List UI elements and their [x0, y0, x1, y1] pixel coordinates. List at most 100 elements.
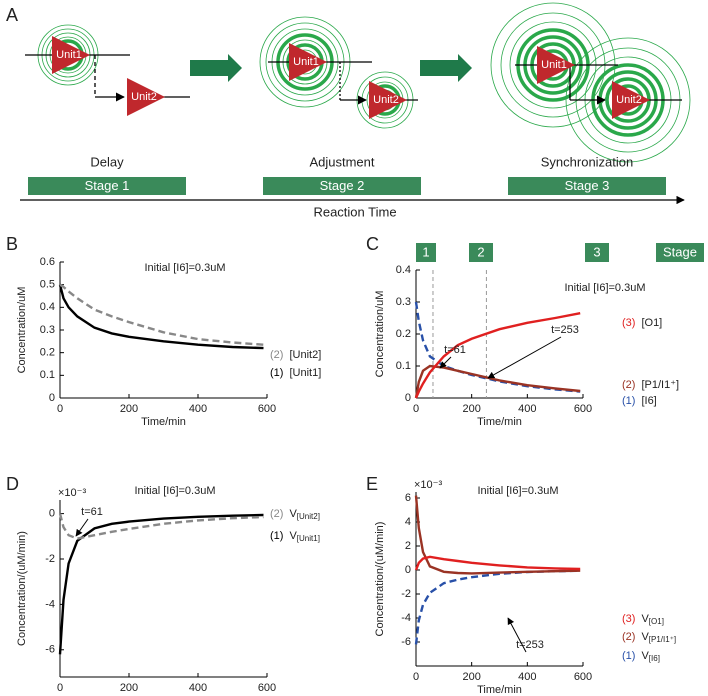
- legend-name: V: [641, 650, 649, 662]
- unit-label: Unit2: [373, 94, 399, 106]
- y-tick-label: -4: [45, 598, 55, 610]
- stage-box: [508, 177, 666, 195]
- legend-entry: (1) [Unit1]: [270, 367, 321, 379]
- y-tick-label: -6: [401, 636, 411, 648]
- x-tick-label: 600: [258, 682, 276, 694]
- series-line: [414, 569, 581, 645]
- y-tick-label: 0: [405, 392, 411, 404]
- y-tick-label: 0.3: [396, 296, 411, 308]
- panel-letter: C: [366, 234, 379, 254]
- x-tick-label: 400: [518, 671, 536, 683]
- legend-name: [Unit2]: [289, 349, 321, 361]
- legend-name: [P1/I1⁺]: [641, 379, 679, 391]
- legend-name: V: [289, 508, 297, 520]
- x-tick-label: 600: [574, 403, 592, 415]
- unit-triangle: [52, 36, 90, 74]
- unit-label: Unit1: [541, 59, 567, 71]
- annotation: Initial [I6]=0.3uM: [134, 485, 215, 497]
- annotation: t=253: [551, 324, 579, 336]
- legend-subscript: [Unit1]: [297, 534, 320, 543]
- x-tick-label: 600: [574, 671, 592, 683]
- series-line: [414, 312, 581, 399]
- x-tick-label: 200: [120, 682, 138, 694]
- legend-entry: (2) [Unit2]: [270, 349, 321, 361]
- legend-index: (1): [270, 530, 283, 542]
- panel-letter: A: [6, 5, 18, 25]
- legend-entry: (3) V[O1]: [622, 613, 664, 626]
- legend-index: (1): [270, 367, 283, 379]
- legend-index: (2): [270, 508, 283, 520]
- stage-box-label: Stage 1: [85, 178, 130, 193]
- y-axis-label: Concentration/uM: [374, 291, 386, 378]
- series-line: [414, 555, 581, 571]
- annotation-arrow: [439, 356, 452, 369]
- series-line: [414, 364, 581, 399]
- x-axis-label: Time/min: [141, 695, 186, 696]
- series-line: [414, 495, 581, 575]
- x-tick-label: 400: [189, 403, 207, 415]
- y-tick-label: 0.5: [40, 279, 55, 291]
- x-tick-label: 200: [120, 403, 138, 415]
- y-tick-label: 0.2: [396, 328, 411, 340]
- legend-name: [I6]: [641, 395, 656, 407]
- legend-entry: (1) V[I6]: [622, 650, 660, 663]
- x-tick-label: 200: [462, 671, 480, 683]
- panel-letter: D: [6, 474, 19, 494]
- series-line: [59, 283, 264, 346]
- panel-letter: E: [366, 474, 378, 494]
- annotation-arrow: [507, 617, 527, 653]
- panel-a: A Reaction Time Unit1 Unit2 Unit1 Unit2 Unit…: [6, 2, 691, 219]
- annotation: Initial [I6]=0.3uM: [477, 485, 558, 497]
- series-line: [58, 284, 264, 350]
- unit-label: Unit1: [293, 56, 319, 68]
- stage-label: 2: [477, 244, 484, 259]
- y-tick-label: 0.4: [396, 264, 411, 276]
- stage-label: 3: [593, 244, 600, 259]
- x-tick-label: 400: [189, 682, 207, 694]
- annotation: t=61: [81, 506, 103, 518]
- legend-index: (1): [622, 650, 635, 662]
- stage-name: Delay: [90, 154, 124, 169]
- y-tick-label: 0.1: [396, 360, 411, 372]
- unit-triangle: [289, 43, 327, 81]
- legend-entry: (1) [I6]: [622, 395, 657, 407]
- x-axis-label: Time/min: [141, 416, 186, 428]
- legend-name: [O1]: [641, 317, 662, 329]
- legend-name: V: [641, 631, 649, 643]
- stage-arrow: [420, 54, 472, 82]
- y-tick-label: 2: [405, 540, 411, 552]
- unit-triangle: [537, 46, 575, 84]
- unit-triangle: [612, 81, 650, 119]
- legend-name: V: [641, 613, 649, 625]
- y-tick-label: 0.6: [40, 256, 55, 268]
- legend-subscript: [I6]: [649, 654, 660, 663]
- annotation: t=61: [444, 344, 466, 356]
- stage-name: Adjustment: [309, 154, 374, 169]
- x-tick-label: 0: [413, 671, 419, 683]
- legend-index: (2): [622, 379, 635, 391]
- y-axis-label: Concentration/uM: [16, 287, 28, 374]
- stage-label: 1: [422, 244, 429, 259]
- stage-name: Synchronization: [541, 154, 634, 169]
- stage-box: [469, 243, 493, 262]
- legend-index: (2): [622, 631, 635, 643]
- x-tick-label: 0: [413, 403, 419, 415]
- x-tick-label: 200: [462, 403, 480, 415]
- annotation-arrow: [487, 336, 562, 379]
- stage-label: Stage: [663, 244, 697, 259]
- stage-box: [656, 243, 704, 262]
- legend-index: (3): [622, 317, 635, 329]
- x-tick-label: 0: [57, 403, 63, 415]
- annotation: Initial [I6]=0.3uM: [564, 282, 645, 294]
- x-tick-label: 0: [57, 682, 63, 694]
- y-multiplier: ×10⁻³: [58, 487, 86, 499]
- signal-ring: [565, 37, 691, 163]
- legend-name: [Unit1]: [289, 367, 321, 379]
- unit-triangle: [127, 78, 165, 116]
- series-line: [414, 301, 581, 393]
- unit-label: Unit2: [131, 91, 157, 103]
- unit-label: Unit1: [56, 49, 82, 61]
- y-axis-label: Concentration/(uM/min): [16, 531, 28, 646]
- legend-entry: (2) V[P1/I1⁺]: [622, 631, 676, 644]
